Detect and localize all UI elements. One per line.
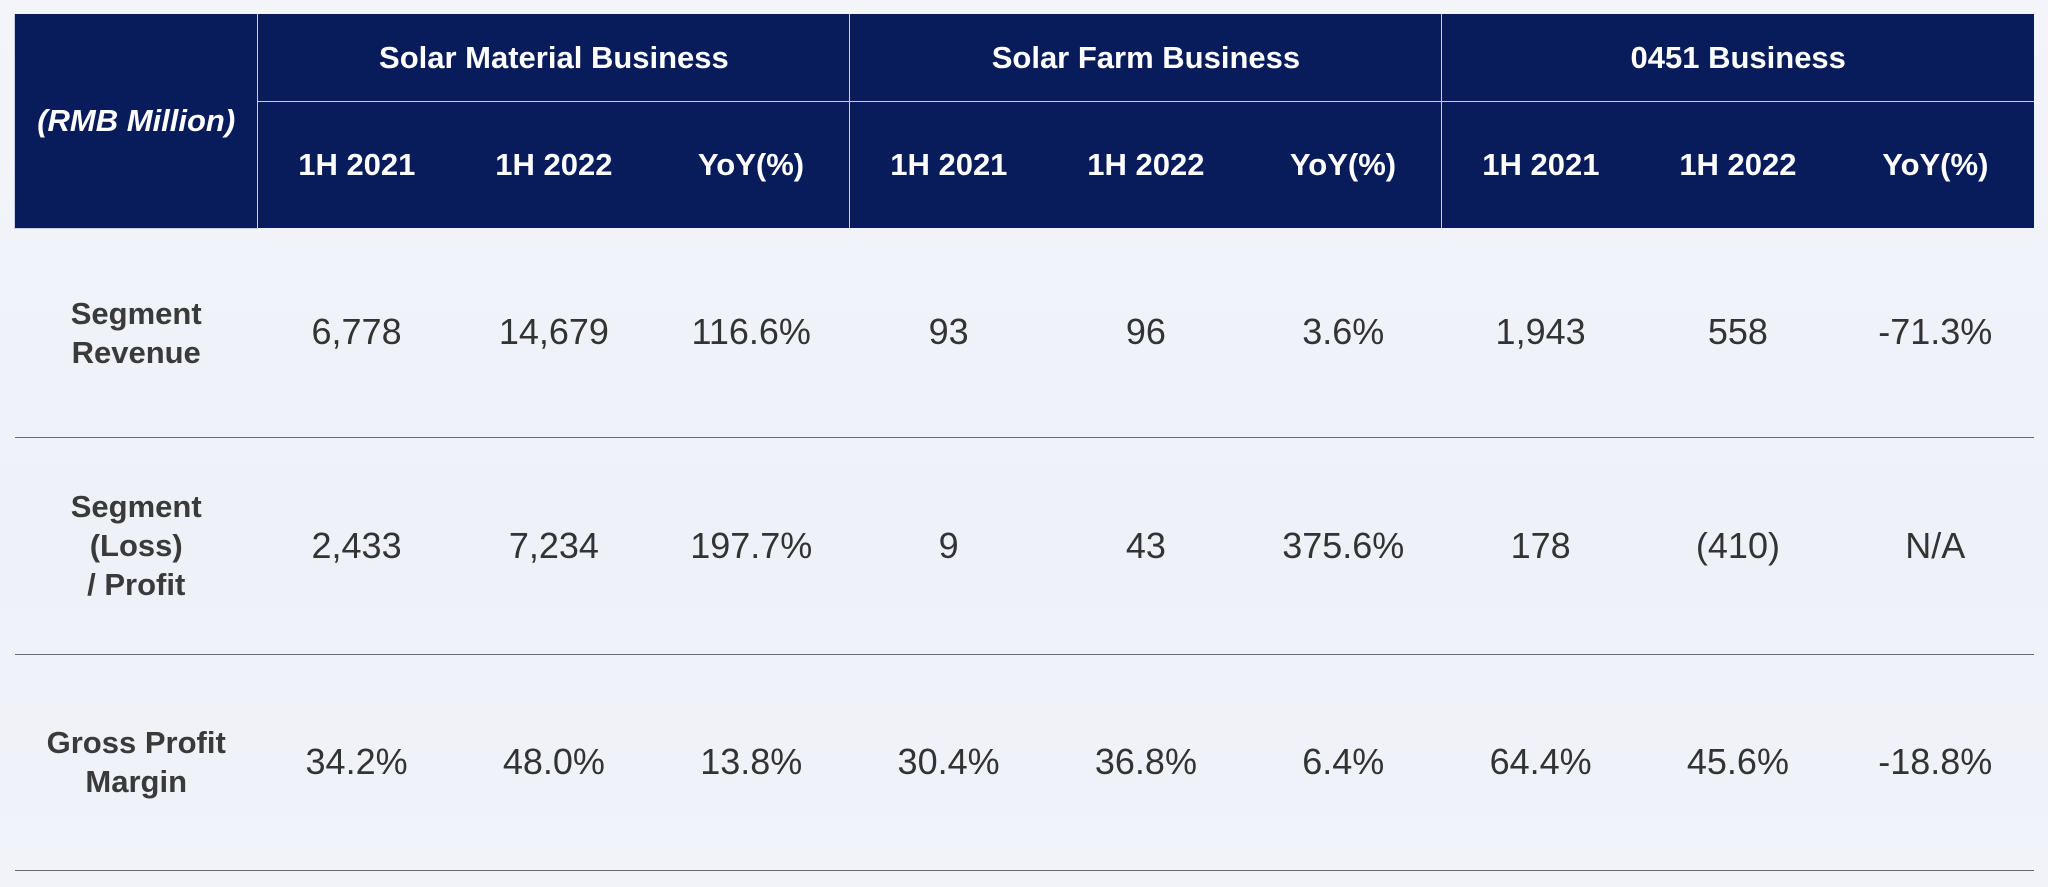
table-cell: 3.6% xyxy=(1244,228,1442,438)
table-cell: 96 xyxy=(1047,228,1245,438)
table-cell: 375.6% xyxy=(1244,437,1442,655)
table-cell: 116.6% xyxy=(652,228,850,438)
table-cell: N/A xyxy=(1836,437,2034,655)
table-cell: 6,778 xyxy=(257,228,456,438)
period-header: 1H 2021 xyxy=(849,101,1048,228)
group-header-row: (RMB Million) Solar Material Business So… xyxy=(13,14,2034,229)
table-cell: 178 xyxy=(1441,437,1640,655)
period-header: YoY(%) xyxy=(1836,101,2034,228)
period-header: 1H 2021 xyxy=(257,101,456,228)
table-cell: (410) xyxy=(1639,437,1837,655)
table-cell: 2,433 xyxy=(257,437,456,655)
unit-label: (RMB Million) xyxy=(13,14,259,229)
row-label-line: Segment xyxy=(70,295,202,331)
group-header-solar-material: Solar Material Business xyxy=(257,14,850,102)
table-cell: 7,234 xyxy=(455,437,653,655)
table-cell: 64.4% xyxy=(1441,654,1640,871)
table-cell: 93 xyxy=(849,228,1048,438)
period-header-row: 1H 2021 1H 2022 YoY(%) 1H 2021 1H 2022 Y… xyxy=(15,101,2034,228)
group-header-solar-farm: Solar Farm Business xyxy=(849,14,1442,102)
table-cell: 45.6% xyxy=(1639,654,1837,871)
table-row-segment-loss-profit: Segment (Loss) / Profit 2,433 7,234 197.… xyxy=(14,437,2034,655)
row-label: Segment Revenue xyxy=(14,228,258,438)
period-header: YoY(%) xyxy=(1244,101,1442,228)
row-label-line: / Profit xyxy=(87,567,186,602)
table-cell: 13.8% xyxy=(652,654,850,871)
row-label: Segment (Loss) / Profit xyxy=(14,437,258,655)
table-cell: 197.7% xyxy=(652,437,850,655)
table-cell: 558 xyxy=(1639,228,1837,438)
table-cell: 1,943 xyxy=(1441,228,1640,438)
table-row-gross-profit-margin: Gross Profit Margin 34.2% 48.0% 13.8% 30… xyxy=(14,654,2034,871)
segment-results-table: (RMB Million) Solar Material Business So… xyxy=(13,14,2034,871)
table-row-segment-revenue: Segment Revenue 6,778 14,679 116.6% 93 9… xyxy=(14,228,2034,438)
table-cell: 34.2% xyxy=(257,654,456,871)
period-header: YoY(%) xyxy=(652,101,850,228)
table-cell: 43 xyxy=(1047,437,1245,655)
row-label: Gross Profit Margin xyxy=(14,654,258,871)
row-label-line: Revenue xyxy=(71,334,201,370)
group-header-0451: 0451 Business xyxy=(1441,14,2034,102)
table-cell: 36.8% xyxy=(1047,654,1245,871)
segment-results-table-container: (RMB Million) Solar Material Business So… xyxy=(13,14,2034,871)
table-header: (RMB Million) Solar Material Business So… xyxy=(13,14,2034,229)
row-label-line: (Loss) xyxy=(89,528,183,563)
table-cell: 9 xyxy=(849,437,1048,655)
period-header: 1H 2022 xyxy=(1639,101,1837,228)
table-cell: -71.3% xyxy=(1836,228,2034,438)
table-cell: -18.8% xyxy=(1836,654,2034,871)
period-header: 1H 2022 xyxy=(455,101,653,228)
period-header: 1H 2021 xyxy=(1441,101,1640,228)
row-label-line: Segment xyxy=(70,489,202,524)
table-cell: 14,679 xyxy=(455,228,653,438)
table-cell: 30.4% xyxy=(849,654,1048,871)
row-label-line: Margin xyxy=(85,764,188,799)
row-label-line: Gross Profit xyxy=(46,725,226,760)
period-header: 1H 2022 xyxy=(1047,101,1245,228)
table-body: Segment Revenue 6,778 14,679 116.6% 93 9… xyxy=(14,228,2034,871)
table-cell: 6.4% xyxy=(1244,654,1442,871)
table-cell: 48.0% xyxy=(455,654,653,871)
